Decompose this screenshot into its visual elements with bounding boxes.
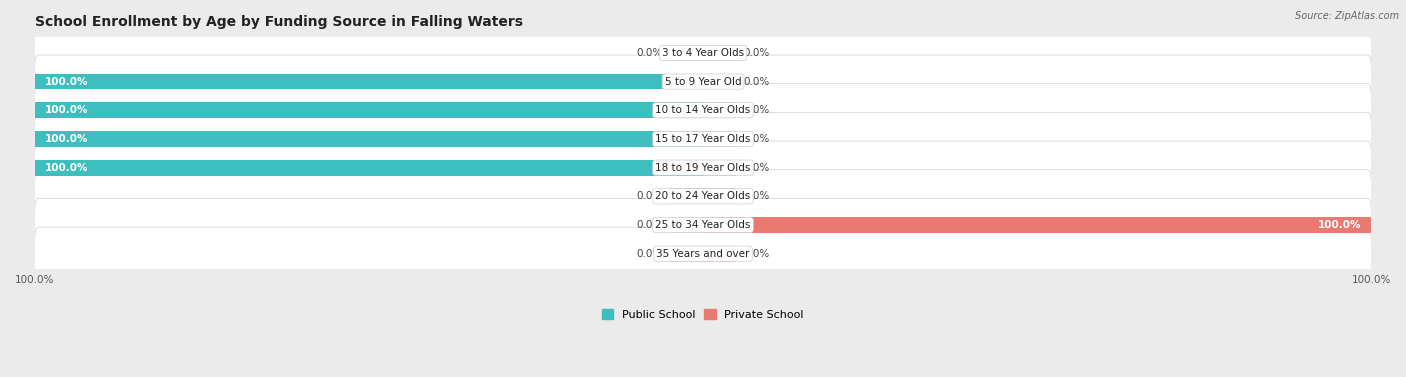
Bar [35, 103, 703, 118]
Bar [703, 74, 737, 89]
Bar [703, 160, 737, 176]
Text: 0.0%: 0.0% [637, 48, 662, 58]
Text: 5 to 9 Year Old: 5 to 9 Year Old [665, 77, 741, 87]
Text: 0.0%: 0.0% [744, 105, 769, 115]
Text: 0.0%: 0.0% [744, 134, 769, 144]
Bar [35, 74, 703, 89]
Text: 25 to 34 Year Olds: 25 to 34 Year Olds [655, 220, 751, 230]
FancyBboxPatch shape [35, 198, 1371, 251]
Bar [703, 131, 737, 147]
FancyBboxPatch shape [35, 227, 1371, 280]
Text: 100.0%: 100.0% [45, 162, 89, 173]
Bar [703, 103, 737, 118]
Text: 0.0%: 0.0% [744, 77, 769, 87]
Text: 20 to 24 Year Olds: 20 to 24 Year Olds [655, 191, 751, 201]
Bar [703, 246, 737, 262]
Bar [669, 45, 703, 61]
Bar [669, 188, 703, 204]
Text: School Enrollment by Age by Funding Source in Falling Waters: School Enrollment by Age by Funding Sour… [35, 15, 523, 29]
Bar [669, 217, 703, 233]
Text: 0.0%: 0.0% [744, 162, 769, 173]
Bar [35, 131, 703, 147]
Bar [669, 246, 703, 262]
Text: 0.0%: 0.0% [637, 220, 662, 230]
FancyBboxPatch shape [35, 55, 1371, 108]
Text: 0.0%: 0.0% [744, 191, 769, 201]
Text: 100.0%: 100.0% [1317, 220, 1361, 230]
Text: 18 to 19 Year Olds: 18 to 19 Year Olds [655, 162, 751, 173]
Bar [703, 45, 737, 61]
Text: 100.0%: 100.0% [45, 105, 89, 115]
Bar [703, 217, 1371, 233]
Text: 15 to 17 Year Olds: 15 to 17 Year Olds [655, 134, 751, 144]
Text: 100.0%: 100.0% [45, 134, 89, 144]
Text: 0.0%: 0.0% [744, 249, 769, 259]
Text: 0.0%: 0.0% [637, 249, 662, 259]
Text: 35 Years and over: 35 Years and over [657, 249, 749, 259]
Text: Source: ZipAtlas.com: Source: ZipAtlas.com [1295, 11, 1399, 21]
FancyBboxPatch shape [35, 141, 1371, 194]
Legend: Public School, Private School: Public School, Private School [598, 305, 808, 324]
FancyBboxPatch shape [35, 112, 1371, 166]
FancyBboxPatch shape [35, 84, 1371, 137]
Bar [35, 160, 703, 176]
Text: 10 to 14 Year Olds: 10 to 14 Year Olds [655, 105, 751, 115]
Bar [703, 188, 737, 204]
Text: 0.0%: 0.0% [744, 48, 769, 58]
FancyBboxPatch shape [35, 170, 1371, 223]
Text: 100.0%: 100.0% [45, 77, 89, 87]
Text: 3 to 4 Year Olds: 3 to 4 Year Olds [662, 48, 744, 58]
Text: 0.0%: 0.0% [637, 191, 662, 201]
FancyBboxPatch shape [35, 26, 1371, 80]
